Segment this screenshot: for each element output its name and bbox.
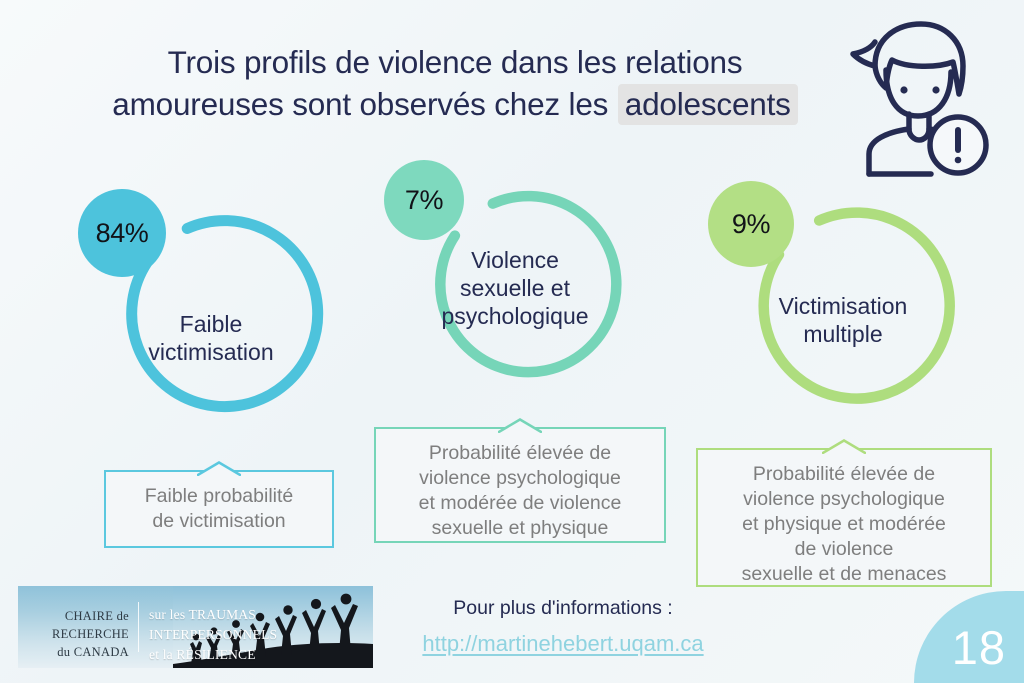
page-number-badge: 18	[914, 591, 1024, 683]
caption-line: violence psychologique	[419, 466, 621, 489]
title-line-2-prefix: amoureuses sont observés chez les	[112, 85, 617, 122]
caption-line: Faible probabilité	[144, 485, 294, 507]
caption-line: Probabilité élevée de	[428, 442, 612, 464]
chaire-de-recherche-logo: CHAIRE de RECHERCHE du CANADA sur les TR…	[18, 586, 373, 668]
caption-box-violence-sexuelle-psychologique: Probabilité élevée de violence psycholog…	[374, 418, 666, 543]
title-highlight-adolescents: adolescents	[617, 83, 798, 125]
percent-bubble-84: 84%	[78, 189, 166, 277]
donut-ring-violence-sexuelle-psychologique	[396, 168, 634, 406]
donut-ring-faible-victimisation	[86, 192, 336, 442]
caption-notch-icon	[497, 415, 543, 434]
percent-bubble-7: 7%	[384, 160, 464, 240]
profile-group-faible-victimisation: Faible victimisation 84%	[78, 189, 336, 442]
caption-box-faible-victimisation: Faible probabilité de victimisation	[104, 461, 334, 548]
website-link[interactable]: http://martinehebert.uqam.ca	[422, 631, 704, 657]
logo-divider	[138, 602, 139, 652]
caption-line: Probabilité élevée de	[752, 463, 936, 485]
caption-line: sexuelle et de menaces	[741, 562, 947, 585]
profile-group-victimisation-multiple: Victimisation multiple 9%	[708, 181, 968, 434]
logo-right-text: sur les TRAUMAS INTERPERSONNELS et la RÉ…	[149, 607, 278, 662]
people-silhouette-art	[173, 586, 373, 668]
caption-box-victimisation-multiple: Probabilité élevée de violence psycholog…	[696, 439, 992, 587]
page-title: Trois profils de violence dans les relat…	[60, 42, 850, 125]
more-information-block: Pour plus d'informations : http://martin…	[398, 594, 728, 660]
caption-notch-icon	[196, 458, 242, 477]
title-line-1: Trois profils de violence dans les relat…	[167, 44, 743, 80]
page-number: 18	[951, 621, 1006, 674]
caption-line: de violence	[794, 537, 894, 560]
teen-person-alert-icon	[845, 14, 1005, 179]
more-information-label: Pour plus d'informations :	[453, 597, 673, 619]
caption-line: violence psychologique	[743, 487, 945, 510]
caption-line: et physique et modérée	[742, 512, 946, 535]
caption-line: de victimisation	[152, 509, 286, 532]
caption-line: et modérée de violence	[418, 491, 622, 514]
caption-line: sexuelle et physique	[431, 516, 609, 539]
percent-bubble-9: 9%	[708, 181, 794, 267]
donut-ring-victimisation-multiple	[718, 184, 968, 434]
caption-notch-icon	[821, 436, 867, 455]
logo-left-text: CHAIRE de RECHERCHE du CANADA	[51, 609, 129, 660]
profile-group-violence-sexuelle-psychologique: Violence sexuelle et psychologique 7%	[384, 160, 634, 406]
